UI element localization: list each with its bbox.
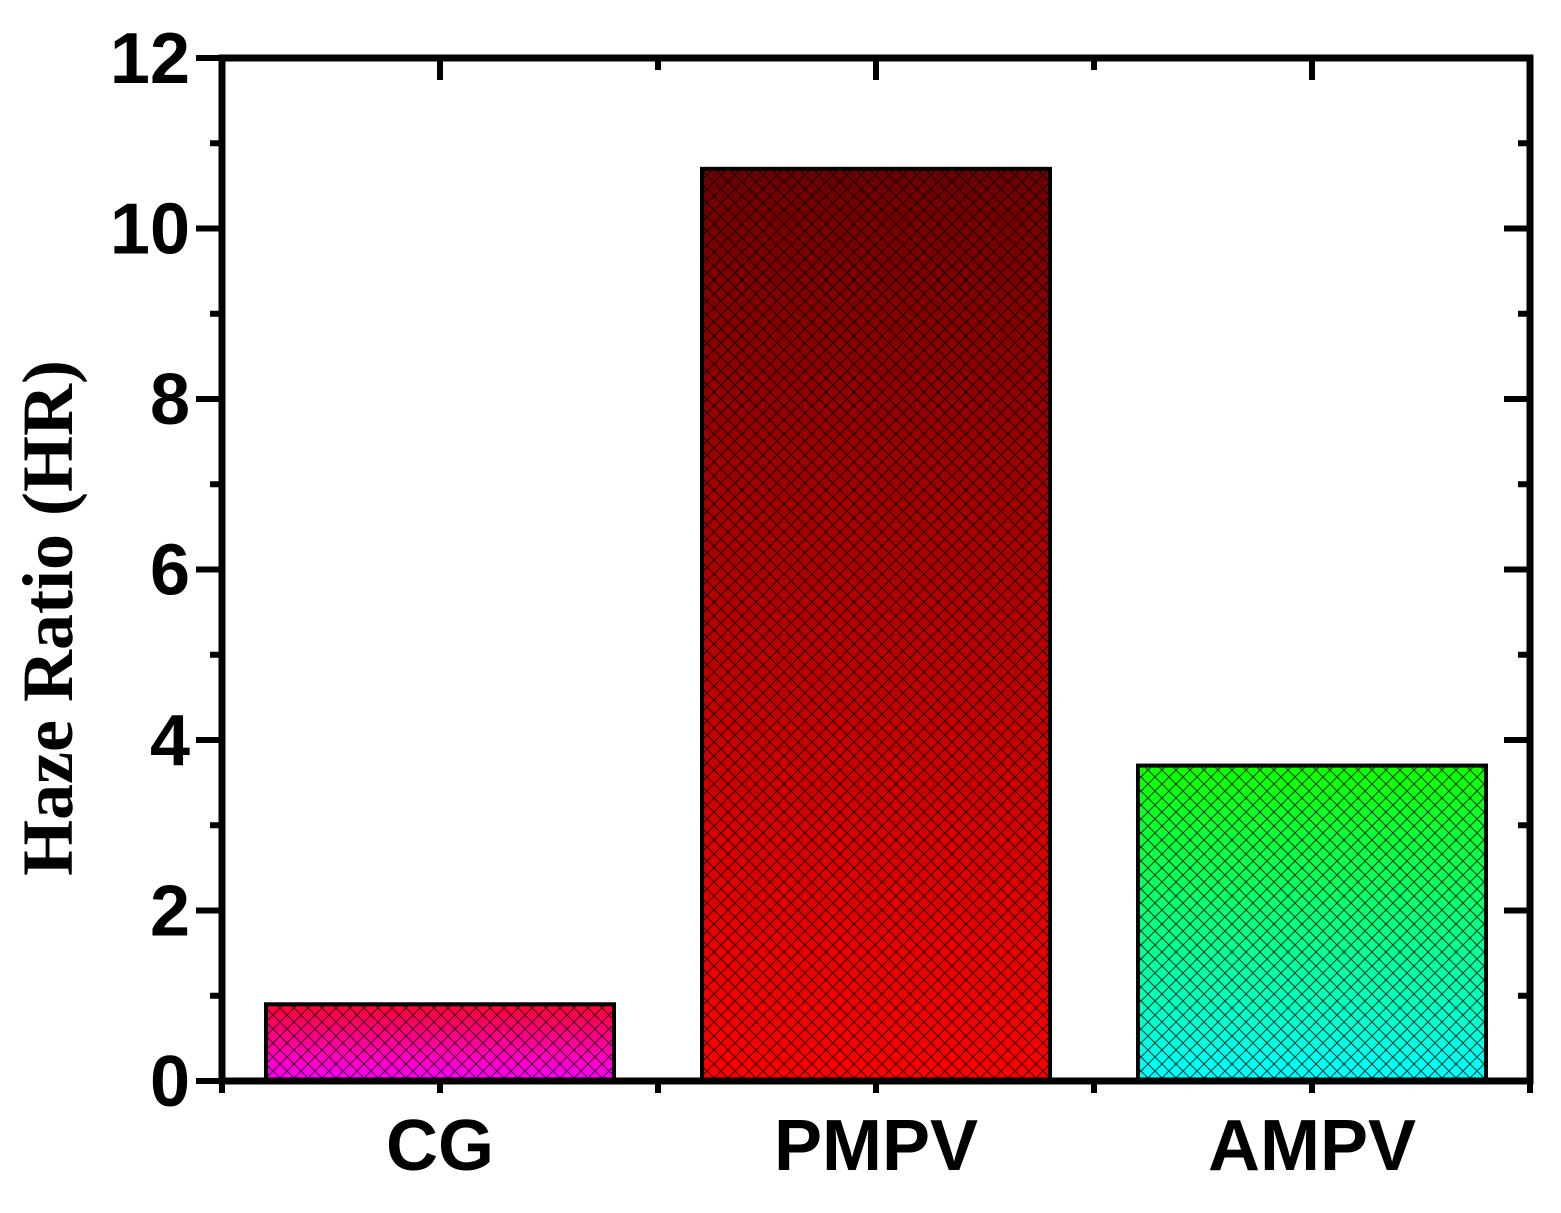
y-axis-label: Haze Ratio (HR) (8, 360, 88, 876)
bar-ampv (1136, 763, 1488, 1083)
bar-hatch (1138, 765, 1486, 1081)
y-tick-label: 0 (150, 1042, 190, 1122)
y-tick-label: 4 (150, 701, 190, 781)
bars-layer (264, 166, 1488, 1084)
y-tick-label: 12 (110, 19, 190, 99)
x-tick-label: CG (386, 1106, 494, 1186)
x-tick-label: PMPV (774, 1106, 978, 1186)
ticks-layer (196, 55, 1533, 1093)
bar-cg (264, 1002, 616, 1084)
bar-pmpv (700, 166, 1052, 1083)
bar-hatch (266, 1004, 614, 1081)
y-tick-label: 2 (150, 872, 190, 952)
y-tick-label: 10 (110, 190, 190, 270)
y-tick-label: 8 (150, 360, 190, 440)
x-tick-label: AMPV (1208, 1106, 1416, 1186)
y-tick-label: 6 (150, 531, 190, 611)
labels-layer: CG PMPV AMPV 0 2 4 6 8 10 12 (110, 19, 1416, 1186)
bar-hatch (702, 168, 1050, 1081)
